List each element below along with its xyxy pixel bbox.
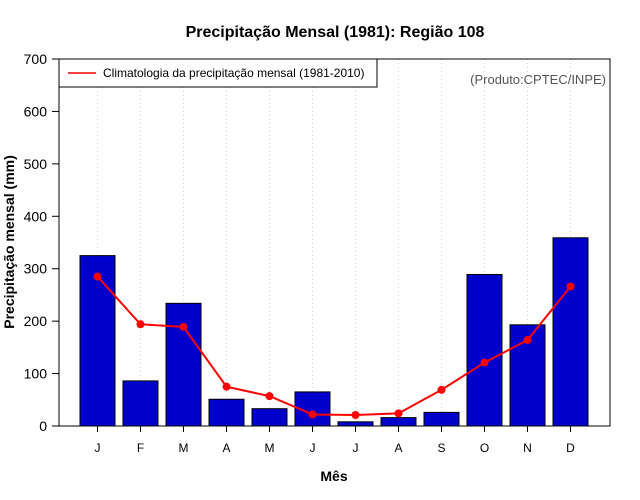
y-tick-label-3: 300 — [24, 261, 48, 277]
y-tick-label-5: 500 — [24, 156, 48, 172]
climatology-point-6 — [351, 410, 360, 419]
climatology-point-11 — [566, 282, 575, 291]
climatology-point-8 — [437, 385, 446, 394]
climatology-point-3 — [222, 382, 231, 391]
x-tick-label-9: O — [480, 441, 489, 455]
x-tick-label-10: N — [523, 441, 532, 455]
bar-J-0 — [79, 255, 116, 427]
y-tick-label-4: 400 — [24, 208, 48, 224]
bars-group — [79, 237, 589, 427]
legend-label: Climatologia da precipitação mensal (198… — [103, 66, 364, 80]
bar-A-7 — [380, 417, 417, 427]
climatology-point-4 — [265, 392, 274, 401]
climatology-point-0 — [93, 272, 102, 281]
legend: Climatologia da precipitação mensal (198… — [58, 58, 378, 88]
bar-J-6 — [337, 421, 374, 427]
x-tick-label-3: A — [222, 441, 230, 455]
climatology-line-group — [93, 272, 575, 419]
x-tick-label-5: J — [310, 441, 316, 455]
x-tick-label-2: M — [179, 441, 189, 455]
climatology-point-5 — [308, 410, 317, 419]
y-tick-label-7: 700 — [24, 51, 48, 67]
bar-M-2 — [165, 302, 202, 427]
y-tick-label-6: 600 — [24, 103, 48, 119]
y-tick-label-1: 100 — [24, 366, 48, 382]
bar-S-8 — [423, 411, 460, 427]
climatology-point-7 — [394, 409, 403, 418]
x-tick-label-8: S — [437, 441, 445, 455]
climatology-point-9 — [480, 358, 489, 367]
climatology-line — [96, 275, 572, 416]
x-axis-title: Mês — [320, 468, 347, 484]
climatology-point-2 — [179, 322, 188, 331]
y-tick-label-2: 200 — [24, 313, 48, 329]
x-tick-label-4: M — [265, 441, 275, 455]
x-tick-label-6: J — [353, 441, 359, 455]
credit-annotation: (Produto:CPTEC/INPE) — [470, 72, 606, 87]
climatology-point-1 — [136, 320, 145, 329]
climatology-point-10 — [523, 336, 532, 345]
bar-M-4 — [251, 408, 288, 427]
x-tick-label-1: F — [137, 441, 144, 455]
x-tick-label-0: J — [95, 441, 101, 455]
y-axis: 0 100 200 300 400 500 600 700 — [24, 51, 59, 434]
x-tick-label-11: D — [566, 441, 575, 455]
chart-title: Precipitação Mensal (1981): Região 108 — [186, 24, 485, 41]
bar-F-1 — [122, 380, 159, 427]
legend-box — [58, 58, 378, 88]
bar-O-9 — [466, 273, 503, 427]
bar-D-11 — [552, 237, 589, 427]
bar-A-3 — [208, 398, 245, 427]
y-tick-label-0: 0 — [39, 418, 47, 434]
x-tick-label-7: A — [394, 441, 402, 455]
y-axis-title: Precipitação mensal (mm) — [1, 155, 17, 329]
